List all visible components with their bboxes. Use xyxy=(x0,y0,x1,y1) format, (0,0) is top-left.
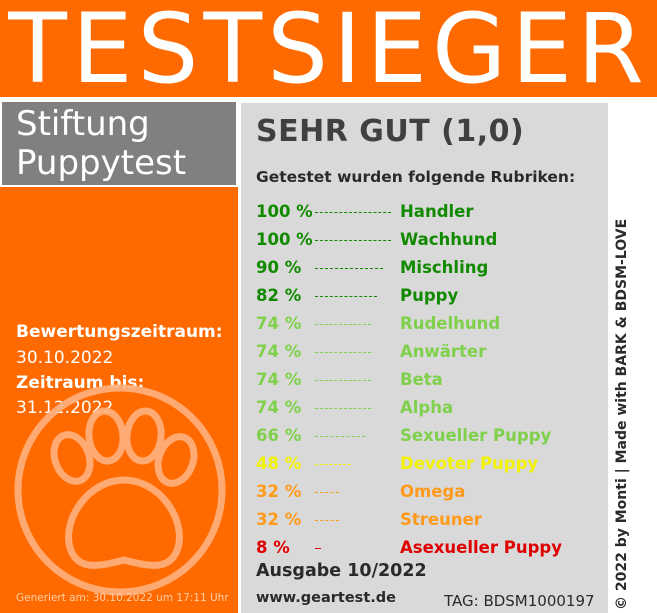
rating-title: SEHR GUT (1,0) xyxy=(256,114,525,149)
copyright-notice: © 2022 by Monti | Made with BARK & BDSM-… xyxy=(614,218,630,610)
category-name: Puppy xyxy=(400,286,459,305)
category-name: Wachhund xyxy=(400,230,498,249)
category-percent: 32 % xyxy=(256,510,302,529)
category-name: Asexueller Puppy xyxy=(400,538,562,557)
category-percent: 100 % xyxy=(256,230,313,249)
category-row: 74 % Rudelhund xyxy=(256,311,606,339)
category-leader-line xyxy=(315,268,383,269)
category-row: 8 % Asexueller Puppy xyxy=(256,535,606,563)
category-percent: 8 % xyxy=(256,538,290,557)
issue-label: Ausgabe 10/2022 xyxy=(256,561,427,581)
website-link[interactable]: www.geartest.de xyxy=(256,590,396,606)
category-leader-line xyxy=(315,492,339,493)
category-percent: 82 % xyxy=(256,286,302,305)
category-row: 82 % Puppy xyxy=(256,283,606,311)
category-name: Sexueller Puppy xyxy=(400,426,552,445)
period-value-start: 30.10.2022 xyxy=(16,348,114,368)
category-leader-line xyxy=(315,324,371,325)
brand-name-line1: Stiftung xyxy=(16,104,150,144)
category-name: Beta xyxy=(400,370,443,389)
category-list: 100 % Handler 100 % Wachhund 90 % Mischling 82… xyxy=(256,199,606,563)
category-row: 66 % Sexueller Puppy xyxy=(256,423,606,451)
results-card xyxy=(241,103,608,613)
header-banner xyxy=(0,0,657,97)
category-percent: 74 % xyxy=(256,314,302,333)
category-leader-line xyxy=(315,464,351,465)
category-leader-line xyxy=(315,296,377,297)
generated-timestamp: Generiert am: 30.10.2022 um 17:11 Uhr xyxy=(16,592,229,604)
category-leader-line xyxy=(315,436,365,437)
category-percent: 74 % xyxy=(256,370,302,389)
category-row: 100 % Handler xyxy=(256,199,606,227)
category-percent: 74 % xyxy=(256,342,302,361)
category-row: 74 % Beta xyxy=(256,367,606,395)
category-name: Handler xyxy=(400,202,474,221)
category-name: Mischling xyxy=(400,258,489,277)
category-leader-line xyxy=(315,548,321,549)
category-leader-line xyxy=(315,380,371,381)
category-row: 74 % Anwärter xyxy=(256,339,606,367)
categories-heading: Getestet wurden folgende Rubriken: xyxy=(256,168,576,186)
category-percent: 90 % xyxy=(256,258,302,277)
category-leader-line xyxy=(315,520,339,521)
paw-icon xyxy=(14,384,226,596)
tag-id: TAG: BDSM1000197 xyxy=(444,592,595,610)
category-row: 90 % Mischling xyxy=(256,255,606,283)
category-percent: 32 % xyxy=(256,482,302,501)
category-leader-line xyxy=(315,408,371,409)
category-name: Rudelhund xyxy=(400,314,501,333)
category-row: 32 % Streuner xyxy=(256,507,606,535)
period-label-start: Bewertungszeitraum: xyxy=(16,322,223,342)
category-percent: 66 % xyxy=(256,426,302,445)
category-name: Alpha xyxy=(400,398,454,417)
category-leader-line xyxy=(315,240,391,241)
category-percent: 74 % xyxy=(256,398,302,417)
category-row: 48 % Devoter Puppy xyxy=(256,451,606,479)
category-name: Streuner xyxy=(400,510,482,529)
category-leader-line xyxy=(315,212,391,213)
brand-box xyxy=(0,100,238,187)
category-name: Anwärter xyxy=(400,342,487,361)
brand-name-line2: Puppytest xyxy=(16,143,187,183)
category-row: 32 % Omega xyxy=(256,479,606,507)
category-row: 100 % Wachhund xyxy=(256,227,606,255)
category-name: Omega xyxy=(400,482,466,501)
category-percent: 48 % xyxy=(256,454,302,473)
category-percent: 100 % xyxy=(256,202,313,221)
category-name: Devoter Puppy xyxy=(400,454,539,473)
category-row: 74 % Alpha xyxy=(256,395,606,423)
category-leader-line xyxy=(315,352,371,353)
page-title: TESTSIEGER xyxy=(8,0,649,105)
